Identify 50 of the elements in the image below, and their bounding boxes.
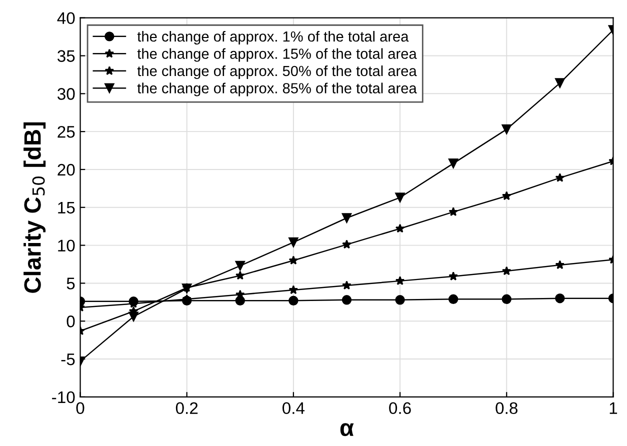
point	[342, 295, 352, 305]
point	[448, 158, 458, 168]
point	[502, 191, 512, 200]
point	[555, 78, 565, 88]
point	[555, 294, 565, 304]
x-tick-label: 0.2	[176, 402, 198, 414]
point	[448, 294, 458, 304]
legend-label: the change of approx. 85% of the total area	[137, 82, 417, 96]
x-tick-label: 1	[610, 402, 618, 414]
y-axis-title: Clarity C$_{50}$ [dB]	[24, 122, 46, 293]
y-tick-label: -5	[61, 354, 75, 366]
legend-label: the change of approx. 50% of the total area	[137, 65, 417, 80]
point	[395, 295, 405, 305]
point	[395, 276, 405, 285]
x-tick-label: 0.4	[282, 402, 305, 414]
point	[448, 207, 458, 216]
y-tick-label: 40	[57, 12, 75, 24]
point	[288, 285, 298, 294]
point	[342, 213, 352, 223]
y-tick-label: 5	[66, 278, 75, 290]
point	[128, 312, 138, 322]
y-tick-label: 15	[58, 202, 75, 214]
x-tick-label: 0	[76, 402, 84, 414]
point	[395, 224, 405, 233]
point	[235, 260, 246, 271]
x-tick-label: 0.6	[389, 402, 411, 414]
x-axis-title: α	[340, 423, 354, 436]
y-tick-label: 20	[58, 164, 75, 176]
point	[555, 172, 565, 182]
y-tick-label: 35	[57, 50, 75, 62]
y-tick-label: -10	[52, 391, 75, 404]
x-tick-label: 0.8	[496, 402, 518, 414]
point	[342, 240, 352, 249]
point	[288, 296, 298, 306]
y-tick-label: 10	[58, 240, 75, 252]
point	[342, 280, 352, 290]
y-tick-label: 0	[66, 316, 75, 328]
y-tick-label: 25	[58, 126, 75, 138]
y-tick-label: 30	[57, 88, 75, 100]
point	[502, 124, 512, 134]
point	[288, 237, 298, 248]
point	[395, 192, 405, 202]
point	[288, 256, 298, 265]
point	[555, 260, 565, 270]
legend-label: the change of approx. 15% of the total area	[137, 48, 417, 62]
point	[502, 266, 512, 276]
point	[235, 270, 245, 280]
point	[502, 294, 512, 304]
point	[448, 272, 458, 280]
legend-label: the change of approx. 1% of the total area	[137, 30, 409, 45]
